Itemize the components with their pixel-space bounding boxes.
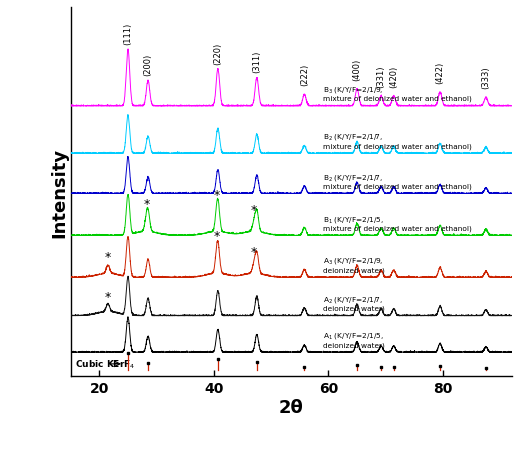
Text: A$_3$ (K/Y/F=2/1/9,
deionized water): A$_3$ (K/Y/F=2/1/9, deionized water) — [323, 256, 385, 273]
Text: (222): (222) — [300, 64, 309, 86]
Text: A$_2$ (K/Y/F=2/1/7,
deionized water): A$_2$ (K/Y/F=2/1/7, deionized water) — [323, 294, 385, 312]
Text: *: * — [214, 230, 220, 243]
Y-axis label: Intensity: Intensity — [50, 147, 68, 237]
Text: (311): (311) — [252, 51, 262, 73]
Text: *: * — [105, 290, 111, 303]
Text: A$_1$ (K/Y/F=2/1/5,
deionized water): A$_1$ (K/Y/F=2/1/5, deionized water) — [323, 331, 385, 348]
Text: B$_2$ (K/Y/F=2/1/7,
mixture of deionized water and ethanol): B$_2$ (K/Y/F=2/1/7, mixture of deionized… — [323, 132, 472, 150]
Text: (111): (111) — [123, 23, 133, 45]
Text: (420): (420) — [389, 65, 398, 87]
Text: *: * — [214, 189, 220, 202]
Text: B$_2$ (K/Y/F=2/1/7,
mixture of deionized water and ethanol): B$_2$ (K/Y/F=2/1/7, mixture of deionized… — [323, 172, 472, 190]
Text: B$_1$ (K/Y/F=2/1/5,
mixture of deionized water and ethanol): B$_1$ (K/Y/F=2/1/5, mixture of deionized… — [323, 214, 472, 231]
Text: *: * — [105, 251, 111, 264]
Text: (200): (200) — [144, 54, 152, 76]
Text: *: * — [143, 198, 149, 211]
Text: (400): (400) — [353, 58, 361, 81]
Text: (331): (331) — [376, 65, 386, 87]
X-axis label: 2θ: 2θ — [279, 398, 304, 416]
Text: (220): (220) — [213, 42, 223, 64]
Text: *: * — [251, 203, 257, 216]
Text: B$_3$ (K/Y/F=2/1/9,
mixture of deionized water and ethanol): B$_3$ (K/Y/F=2/1/9, mixture of deionized… — [323, 85, 472, 102]
Text: (333): (333) — [482, 66, 490, 89]
Text: *: * — [251, 246, 257, 258]
Text: (422): (422) — [436, 61, 445, 83]
Text: Cubic KErF$_4$: Cubic KErF$_4$ — [75, 358, 136, 370]
